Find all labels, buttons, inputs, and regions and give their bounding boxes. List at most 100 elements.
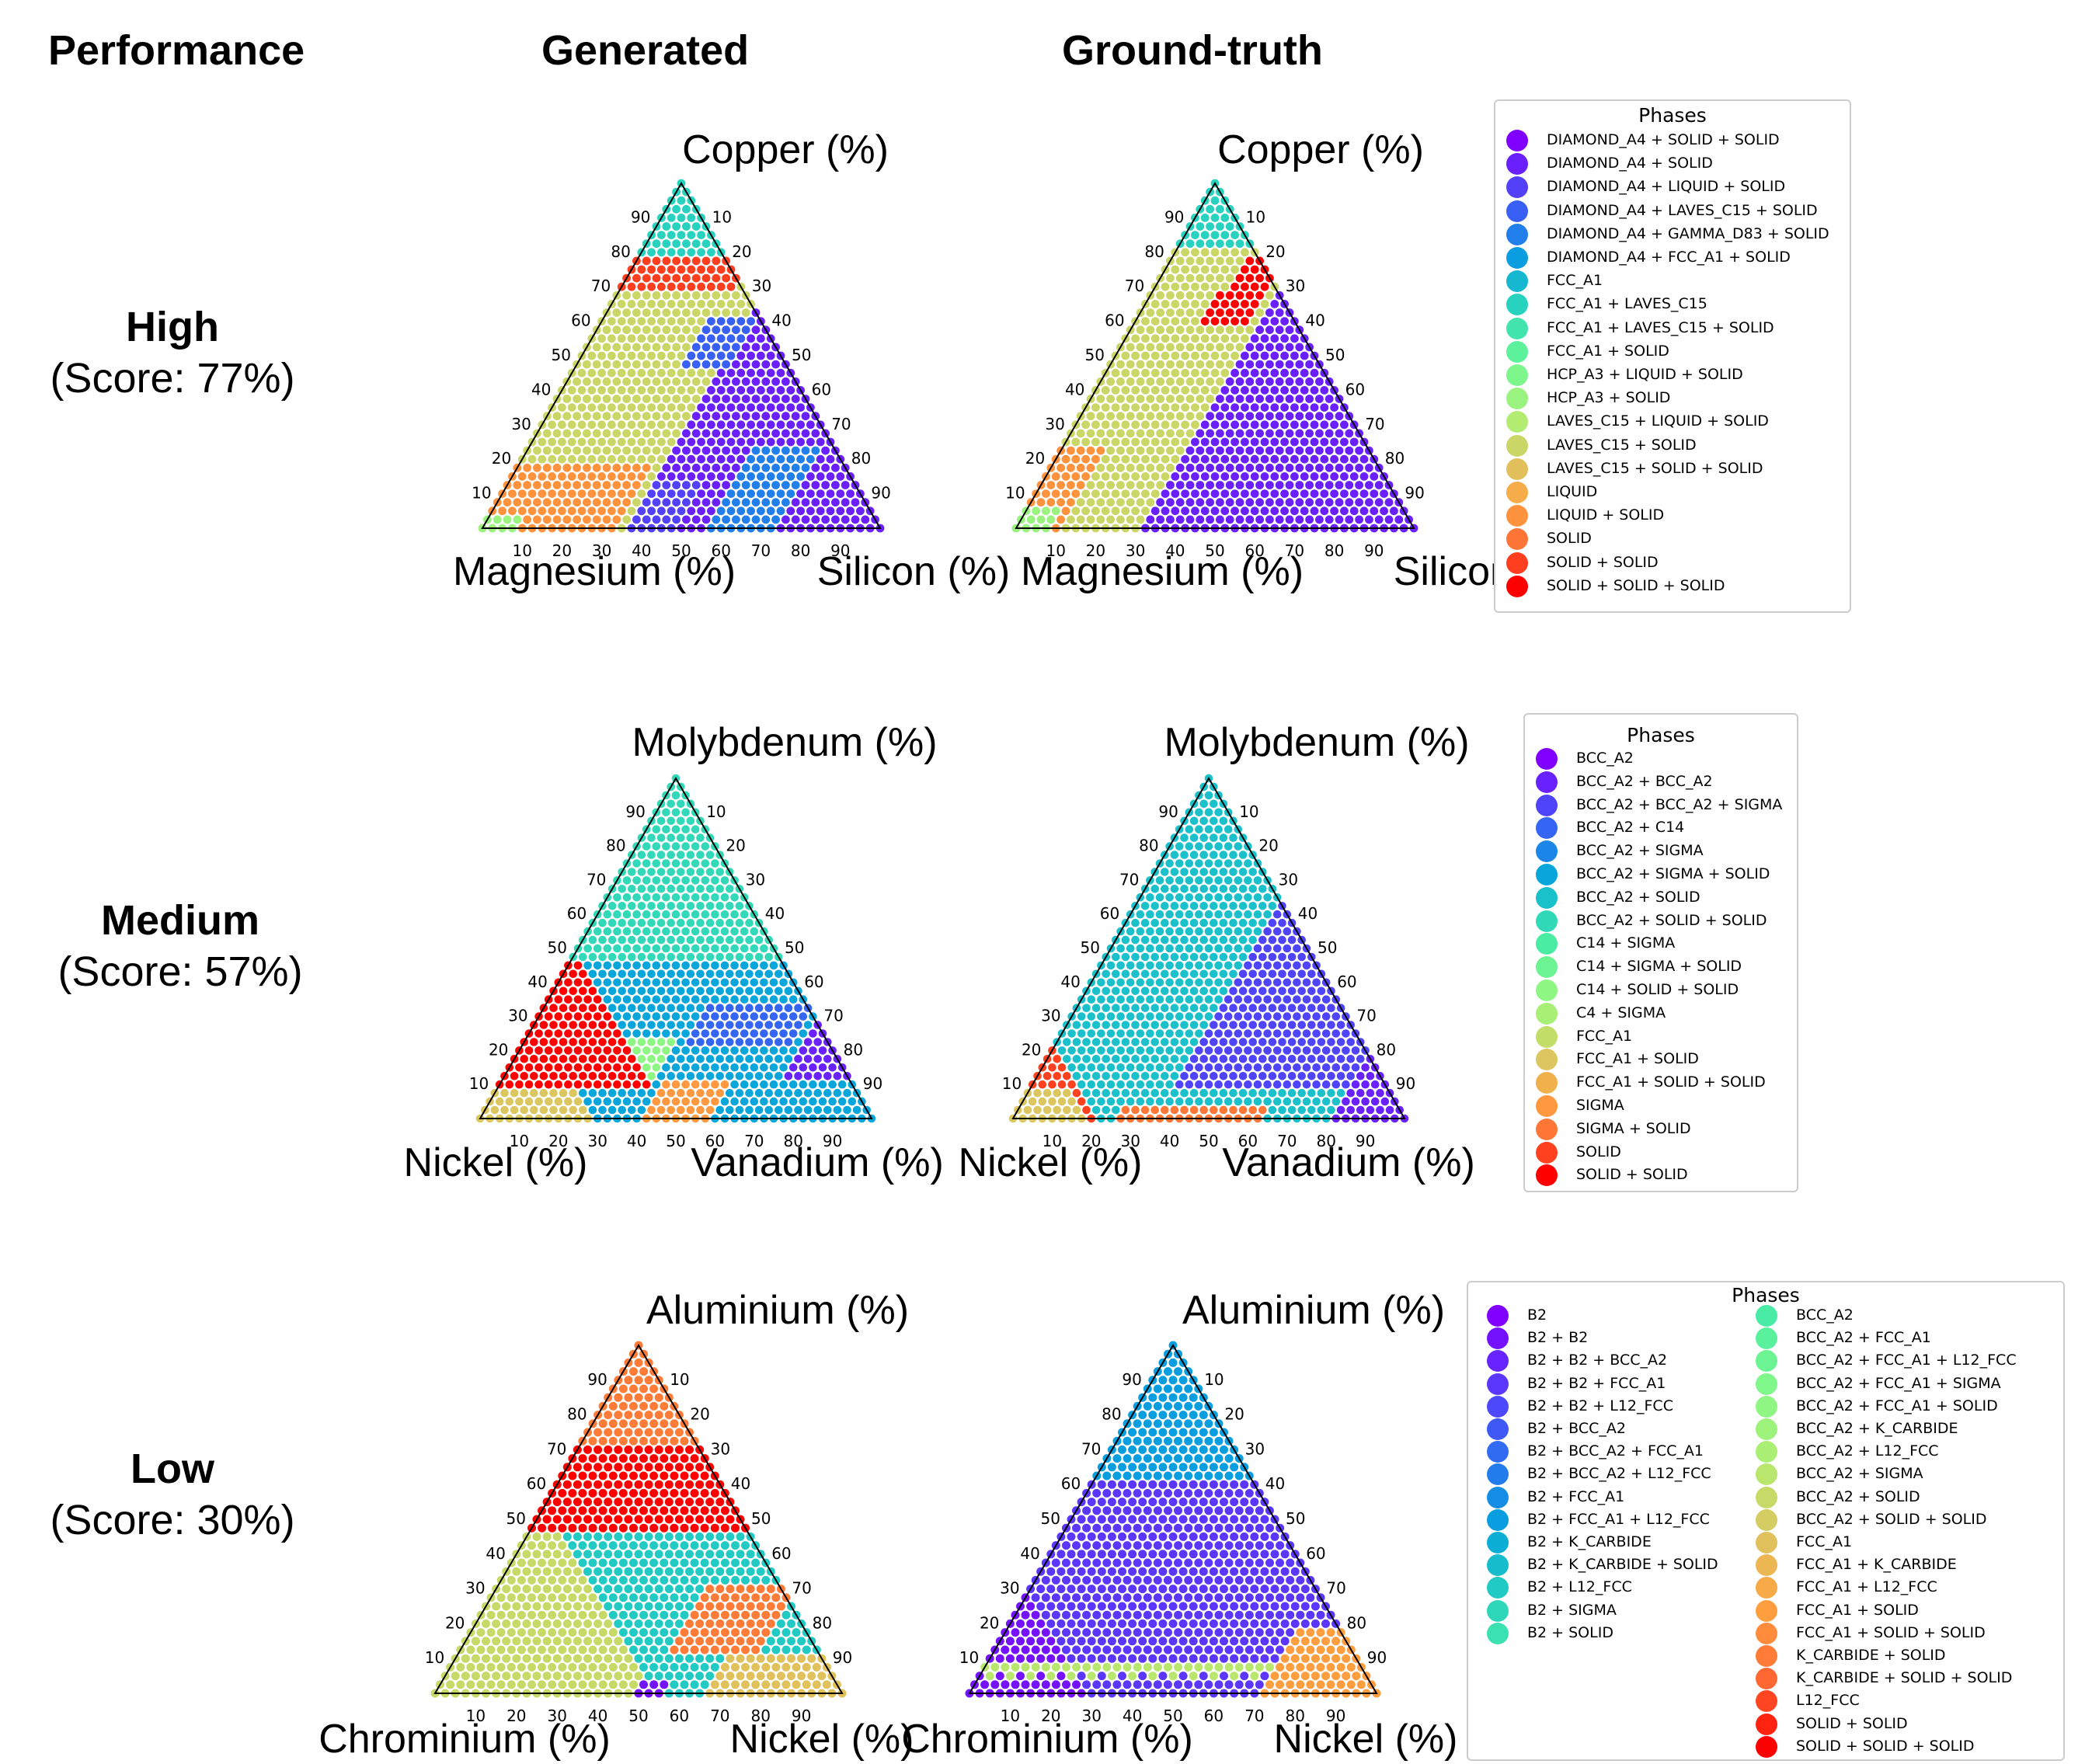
phase-point bbox=[1268, 1105, 1277, 1115]
phase-point bbox=[607, 472, 616, 481]
phase-point bbox=[732, 377, 740, 386]
phase-point bbox=[712, 463, 721, 472]
phase-point bbox=[622, 343, 631, 352]
phase-point bbox=[1121, 351, 1130, 360]
phase-point bbox=[1270, 1672, 1279, 1681]
phase-point bbox=[756, 1567, 765, 1576]
tick-label: 70 bbox=[1119, 870, 1139, 889]
phase-point bbox=[1225, 308, 1234, 317]
phase-point bbox=[578, 1454, 587, 1463]
tick-label: 90 bbox=[1396, 1074, 1415, 1093]
phase-point bbox=[1121, 506, 1130, 516]
phase-point bbox=[1214, 893, 1223, 902]
phase-point bbox=[602, 412, 611, 421]
phase-point bbox=[1315, 515, 1324, 524]
phase-point bbox=[1199, 952, 1208, 962]
phase-point bbox=[577, 506, 587, 516]
phase-point bbox=[686, 851, 695, 859]
phase-point bbox=[784, 1055, 793, 1063]
phase-point bbox=[662, 910, 670, 919]
phase-point bbox=[1263, 1063, 1272, 1072]
phase-point bbox=[766, 1672, 775, 1681]
phase-point bbox=[681, 808, 690, 817]
phase-point bbox=[1305, 412, 1314, 421]
phase-point bbox=[1295, 446, 1304, 455]
phase-point bbox=[1315, 412, 1324, 421]
phase-point bbox=[664, 1637, 674, 1646]
phase-point bbox=[647, 248, 656, 257]
phase-point bbox=[995, 1672, 1004, 1681]
phase-point bbox=[532, 1532, 541, 1541]
phase-point bbox=[715, 1532, 725, 1541]
phase-point bbox=[520, 1072, 528, 1080]
phase-point bbox=[1210, 420, 1220, 430]
phase-point bbox=[1229, 1105, 1237, 1115]
phase-point bbox=[632, 291, 641, 300]
phase-point bbox=[671, 1097, 681, 1106]
phase-point bbox=[1199, 1055, 1208, 1063]
phase-point bbox=[627, 368, 636, 378]
phase-point bbox=[711, 910, 719, 919]
phase-point bbox=[520, 1105, 528, 1115]
phase-point bbox=[1204, 1575, 1213, 1585]
tick-label: 70 bbox=[744, 1132, 764, 1150]
phase-point bbox=[552, 498, 562, 507]
phase-point bbox=[548, 1645, 557, 1654]
phase-point bbox=[538, 472, 547, 481]
phase-point bbox=[1195, 1080, 1203, 1089]
phase-point bbox=[1263, 978, 1272, 987]
phase-point bbox=[670, 1506, 679, 1515]
phase-point bbox=[664, 1550, 674, 1559]
phase-point bbox=[1234, 944, 1243, 953]
phase-point bbox=[1214, 1680, 1224, 1689]
phase-point bbox=[622, 876, 632, 885]
phase-point bbox=[660, 1610, 669, 1620]
phase-point bbox=[1185, 463, 1195, 472]
phase-point bbox=[1286, 1645, 1295, 1654]
phase-point bbox=[1200, 506, 1210, 516]
phase-point bbox=[1241, 420, 1249, 430]
phase-point bbox=[573, 1515, 582, 1524]
phase-point bbox=[1260, 300, 1269, 308]
tick-label: 40 bbox=[632, 541, 651, 560]
phase-point bbox=[647, 1105, 656, 1115]
phase-point bbox=[1101, 437, 1110, 447]
phase-point bbox=[1209, 1619, 1218, 1628]
phase-point bbox=[726, 403, 736, 412]
phase-point bbox=[1206, 481, 1214, 489]
phase-point bbox=[593, 1567, 603, 1576]
phase-point bbox=[1229, 918, 1237, 927]
phase-point bbox=[612, 395, 621, 403]
phase-point bbox=[562, 1550, 572, 1559]
phase-point bbox=[652, 325, 661, 335]
phase-point bbox=[1235, 412, 1244, 421]
phase-point bbox=[1331, 1637, 1341, 1646]
phase-point bbox=[1300, 506, 1309, 516]
phase-point bbox=[656, 1055, 666, 1063]
phase-point bbox=[1175, 1097, 1184, 1106]
phase-point bbox=[637, 952, 646, 962]
phase-point bbox=[1199, 1637, 1208, 1646]
phase-point bbox=[662, 995, 670, 1004]
phase-point bbox=[671, 1063, 681, 1072]
phase-point bbox=[1116, 360, 1125, 369]
phase-point bbox=[533, 446, 541, 455]
phase-point bbox=[1234, 1593, 1244, 1602]
phase-point bbox=[1345, 498, 1354, 507]
phase-point bbox=[1067, 498, 1075, 507]
phase-point bbox=[1270, 1637, 1279, 1646]
phase-point bbox=[562, 1637, 572, 1646]
phase-point bbox=[652, 825, 661, 833]
phase-point bbox=[1290, 1672, 1300, 1681]
phase-point bbox=[747, 420, 755, 430]
phase-point bbox=[672, 481, 681, 489]
phase-point bbox=[654, 1411, 663, 1420]
phase-point bbox=[1349, 506, 1359, 516]
phase-point bbox=[771, 360, 780, 369]
phase-point bbox=[548, 454, 556, 464]
phase-point bbox=[1296, 1645, 1305, 1654]
phase-point bbox=[1076, 515, 1085, 524]
phase-point bbox=[1057, 1080, 1067, 1089]
phase-point bbox=[712, 498, 721, 507]
phase-point bbox=[1320, 506, 1329, 516]
